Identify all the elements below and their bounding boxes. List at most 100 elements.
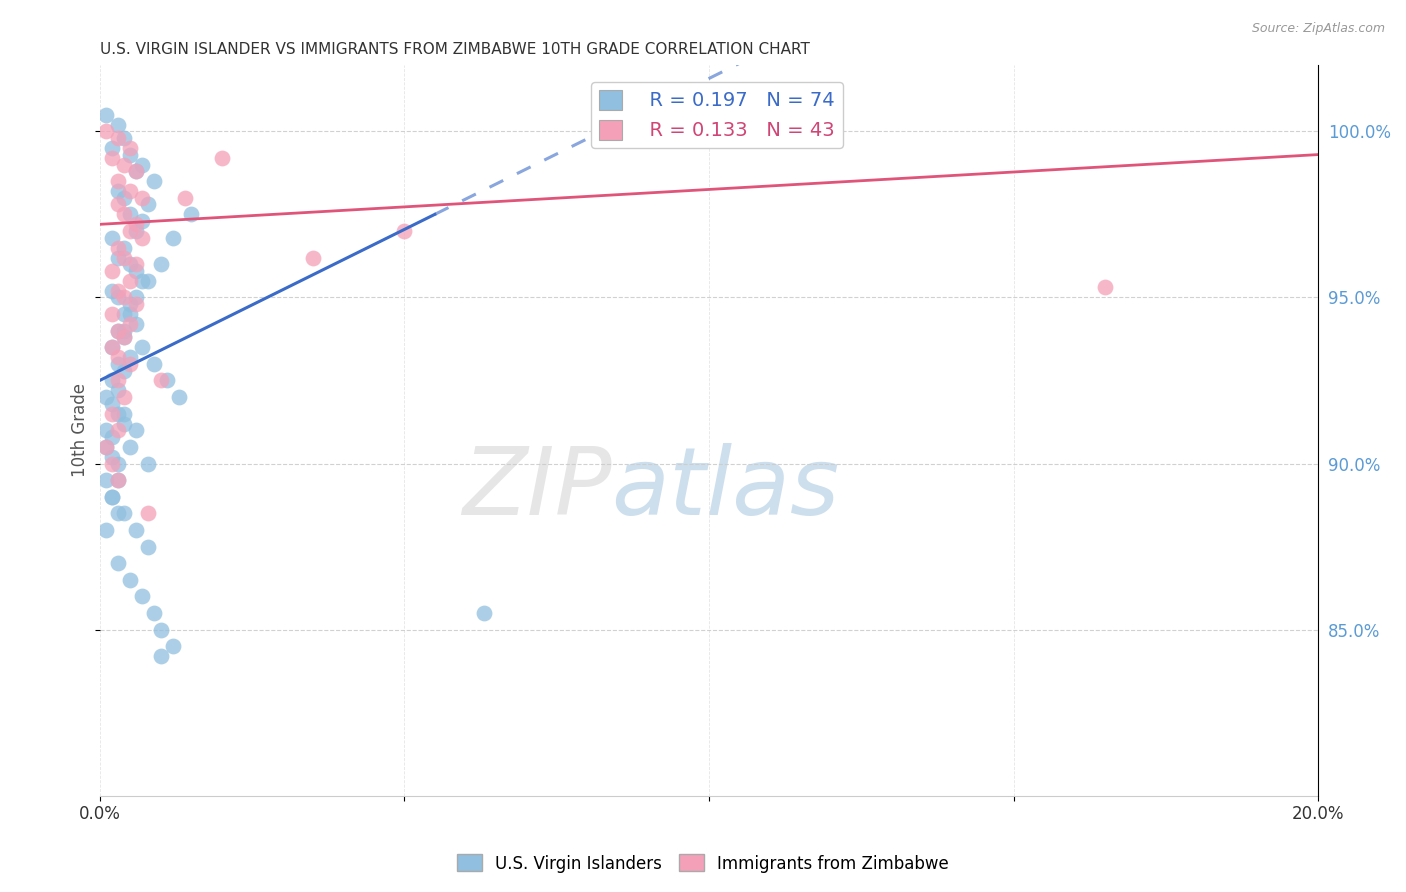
Point [94,523,117,537]
Point [138,457,160,471]
Text: atlas: atlas [612,443,839,534]
Point [143,174,166,188]
Point [125,164,148,178]
Point [472,606,495,620]
Point [112,131,135,145]
Point [112,507,135,521]
Text: Source: ZipAtlas.com: Source: ZipAtlas.com [1251,22,1385,36]
Point [125,264,148,278]
Point [120,307,142,321]
Point [112,417,135,431]
Point [107,473,129,487]
Point [125,297,148,311]
Point [101,151,124,165]
Point [138,197,160,211]
Point [107,197,129,211]
Point [94,440,117,454]
Point [125,290,148,304]
Point [120,274,142,288]
Point [112,330,135,344]
Point [101,490,124,504]
Point [101,450,124,464]
Point [107,118,129,132]
Point [149,257,172,271]
Point [112,407,135,421]
Point [101,490,124,504]
Point [211,151,233,165]
Point [156,374,179,388]
Point [107,324,129,338]
Point [94,108,117,122]
Point [94,440,117,454]
Point [143,606,166,620]
Point [112,330,135,344]
Point [120,357,142,371]
Point [107,174,129,188]
Point [112,307,135,321]
Point [101,264,124,278]
Point [138,507,160,521]
Point [107,374,129,388]
Point [94,390,117,404]
Point [131,214,153,228]
Point [131,590,153,604]
Text: ZIP: ZIP [461,443,612,534]
Point [107,350,129,364]
Point [112,241,135,255]
Point [302,251,325,265]
Point [1094,280,1116,294]
Point [120,184,142,198]
Point [107,324,129,338]
Point [107,131,129,145]
Point [131,340,153,354]
Point [94,423,117,437]
Point [94,124,117,138]
Point [112,191,135,205]
Point [120,350,142,364]
Point [107,251,129,265]
Point [101,340,124,354]
Point [112,363,135,377]
Point [120,317,142,331]
Point [112,290,135,304]
Point [107,184,129,198]
Point [120,207,142,221]
Point [107,473,129,487]
Point [131,274,153,288]
Point [101,457,124,471]
Point [94,473,117,487]
Point [107,290,129,304]
Legend: U.S. Virgin Islanders, Immigrants from Zimbabwe: U.S. Virgin Islanders, Immigrants from Z… [450,847,956,880]
Point [125,317,148,331]
Point [120,141,142,155]
Point [120,224,142,238]
Point [120,147,142,161]
Point [149,374,172,388]
Point [112,251,135,265]
Point [101,141,124,155]
Point [120,297,142,311]
Point [107,284,129,298]
Point [125,423,148,437]
Point [112,324,135,338]
Y-axis label: 10th Grade: 10th Grade [72,384,89,477]
Point [138,274,160,288]
Legend:   R = 0.197   N = 74,   R = 0.133   N = 43: R = 0.197 N = 74, R = 0.133 N = 43 [591,82,842,148]
Point [101,407,124,421]
Point [131,191,153,205]
Point [107,407,129,421]
Point [125,164,148,178]
Point [120,440,142,454]
Point [112,207,135,221]
Point [101,430,124,444]
Point [149,649,172,664]
Point [120,573,142,587]
Point [112,157,135,171]
Point [107,384,129,398]
Point [101,397,124,411]
Point [149,623,172,637]
Point [180,207,202,221]
Point [101,374,124,388]
Point [143,357,166,371]
Point [138,540,160,554]
